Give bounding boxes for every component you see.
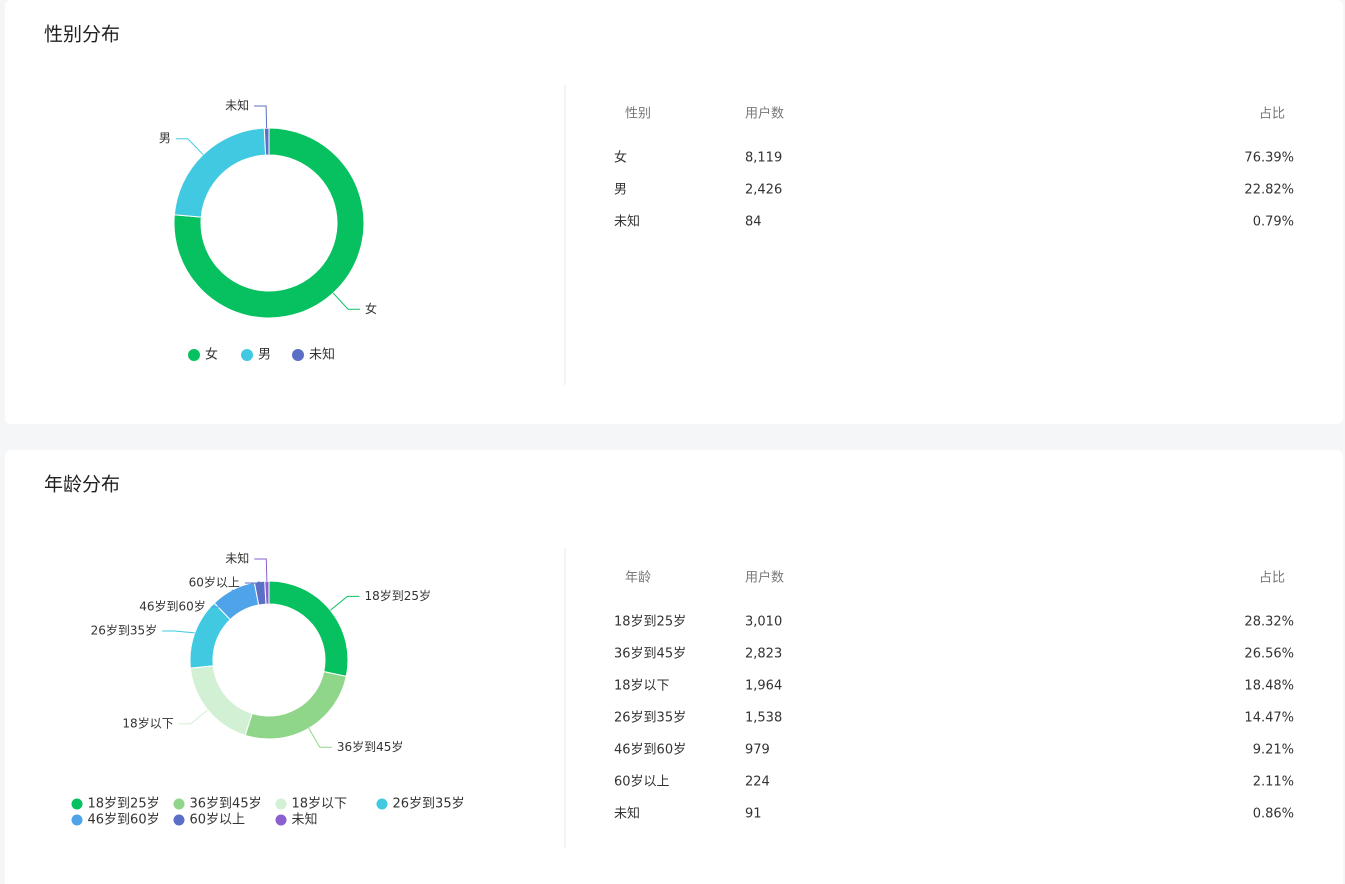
- table-header: 占比: [1259, 107, 1285, 122]
- table-cell: 1,538: [745, 711, 782, 726]
- legend-marker: [292, 349, 304, 361]
- slice-label: 26岁到35岁: [91, 623, 158, 638]
- table-cell: 91: [745, 807, 762, 822]
- legend-label: 女: [205, 347, 218, 363]
- table-cell: 84: [745, 215, 762, 230]
- card: [5, 0, 1343, 424]
- table-cell: 60岁以上: [614, 775, 670, 790]
- table-cell: 8,119: [745, 151, 782, 166]
- slice-label: 60岁以上: [189, 575, 240, 590]
- leader-line: [254, 105, 268, 129]
- table-header: 性别: [625, 107, 651, 122]
- slice-label: 男: [159, 131, 171, 145]
- table-cell: 男: [614, 183, 627, 198]
- table-header: 年龄: [625, 571, 651, 586]
- pie-slice: [173, 127, 365, 319]
- legend-label: 46岁到60岁: [88, 813, 160, 828]
- table-header: 占比: [1259, 571, 1285, 586]
- leader-line: [330, 595, 360, 611]
- legend-marker: [173, 798, 185, 810]
- legend-label: 18岁以下: [292, 797, 348, 812]
- legend-marker: [241, 349, 253, 361]
- legend-marker: [71, 798, 83, 810]
- slice-label: 女: [365, 301, 377, 316]
- table-header: 用户数: [745, 570, 784, 586]
- table-cell: 未知: [614, 214, 640, 230]
- leader-line: [162, 630, 195, 634]
- leader-line: [178, 709, 209, 725]
- table-cell: 2,823: [745, 647, 782, 662]
- legend-marker: [173, 814, 185, 826]
- table-cell: 26岁到35岁: [614, 711, 686, 726]
- table-cell: 2,426: [745, 183, 782, 198]
- table-cell: 14.47%: [1244, 711, 1294, 726]
- table-cell: 224: [745, 775, 770, 790]
- table-cell: 22.82%: [1244, 183, 1294, 198]
- legend-marker: [71, 814, 83, 826]
- legend-marker: [376, 798, 388, 810]
- table-cell: 0.79%: [1253, 215, 1294, 230]
- table-cell: 28.32%: [1244, 615, 1294, 630]
- legend-label: 26岁到35岁: [393, 797, 465, 812]
- panel-title: 性别分布: [44, 24, 120, 46]
- legend-label: 36岁到45岁: [190, 797, 262, 812]
- table-cell: 1,964: [745, 679, 782, 694]
- table-cell: 26.56%: [1244, 647, 1294, 662]
- table-cell: 18.48%: [1244, 679, 1294, 694]
- legend-label: 18岁到25岁: [88, 797, 160, 812]
- table-cell: 3,010: [745, 615, 782, 630]
- table-cell: 18岁以下: [614, 679, 670, 694]
- slice-label: 36岁到45岁: [337, 739, 404, 754]
- legend-marker: [188, 349, 200, 361]
- card: [5, 450, 1343, 884]
- table-cell: 18岁到25岁: [614, 615, 686, 630]
- leader-line: [308, 727, 332, 748]
- pie-slice: [263, 127, 270, 156]
- slice-label: 18岁到25岁: [364, 588, 431, 603]
- legend-label: 未知: [309, 347, 335, 363]
- table-cell: 76.39%: [1244, 151, 1294, 166]
- leader-line: [332, 292, 361, 310]
- legend-label: 60岁以上: [190, 813, 246, 828]
- slice-label: 未知: [225, 99, 249, 113]
- table-cell: 女: [614, 150, 627, 166]
- slice-label: 未知: [225, 552, 249, 566]
- table-header: 用户数: [745, 106, 784, 122]
- table-cell: 9.21%: [1253, 743, 1294, 758]
- legend-marker: [275, 798, 287, 810]
- panel-title: 年龄分布: [44, 474, 120, 496]
- slice-label: 18岁以下: [122, 715, 173, 730]
- table-cell: 46岁到60岁: [614, 743, 686, 758]
- pie-slice: [264, 580, 270, 605]
- leader-line: [254, 558, 268, 582]
- leader-line: [175, 138, 204, 155]
- table-cell: 979: [745, 743, 770, 758]
- legend-label: 男: [258, 348, 271, 363]
- legend-label: 未知: [292, 812, 318, 828]
- table-cell: 2.11%: [1253, 775, 1294, 790]
- slice-label: 46岁到60岁: [139, 599, 206, 614]
- legend-marker: [275, 814, 287, 826]
- leader-line: [244, 581, 260, 584]
- leader-line: [210, 589, 234, 608]
- table-cell: 未知: [614, 806, 640, 822]
- table-cell: 0.86%: [1253, 807, 1294, 822]
- table-cell: 36岁到45岁: [614, 647, 686, 662]
